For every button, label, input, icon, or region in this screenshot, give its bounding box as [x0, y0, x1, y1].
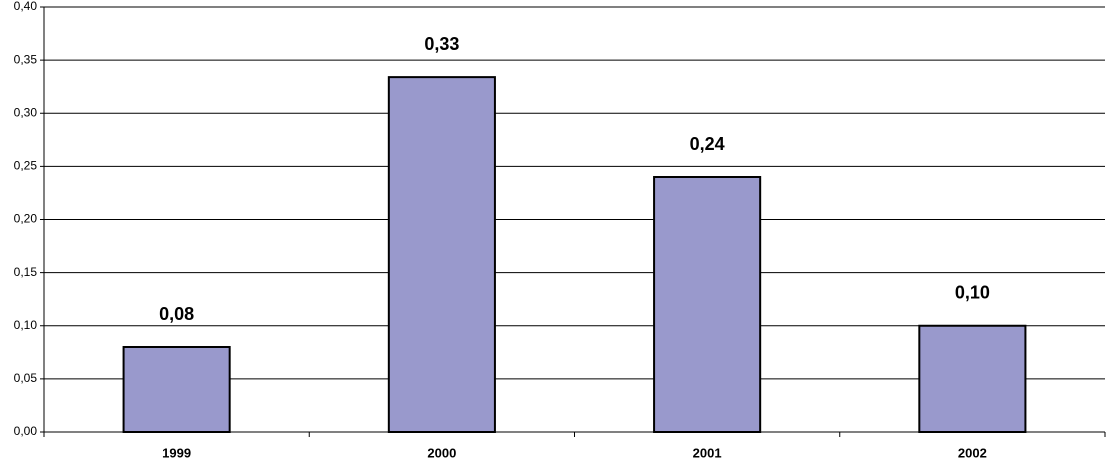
- y-tick-label: 0,15: [14, 265, 38, 279]
- value-label: 0,08: [159, 304, 194, 324]
- x-tick-label: 2002: [958, 445, 987, 460]
- y-tick-label: 0,25: [14, 159, 38, 173]
- x-tick-label: 2000: [427, 445, 456, 460]
- y-tick-label: 0,40: [14, 0, 38, 13]
- y-tick-label: 0,20: [14, 212, 38, 226]
- y-tick-label: 0,00: [14, 424, 38, 438]
- x-tick-label: 1999: [162, 445, 191, 460]
- bar: [387, 76, 496, 433]
- y-tick-label: 0,05: [14, 371, 38, 385]
- value-label: 0,33: [424, 34, 459, 54]
- y-tick-label: 0,30: [14, 105, 38, 119]
- bar: [122, 346, 231, 433]
- bar: [653, 176, 762, 433]
- x-tick-label: 2001: [693, 445, 722, 460]
- value-label: 0,10: [955, 283, 990, 303]
- value-label: 0,24: [690, 134, 725, 154]
- bar: [918, 324, 1027, 433]
- y-tick-label: 0,10: [14, 318, 38, 332]
- y-tick-label: 0,35: [14, 52, 38, 66]
